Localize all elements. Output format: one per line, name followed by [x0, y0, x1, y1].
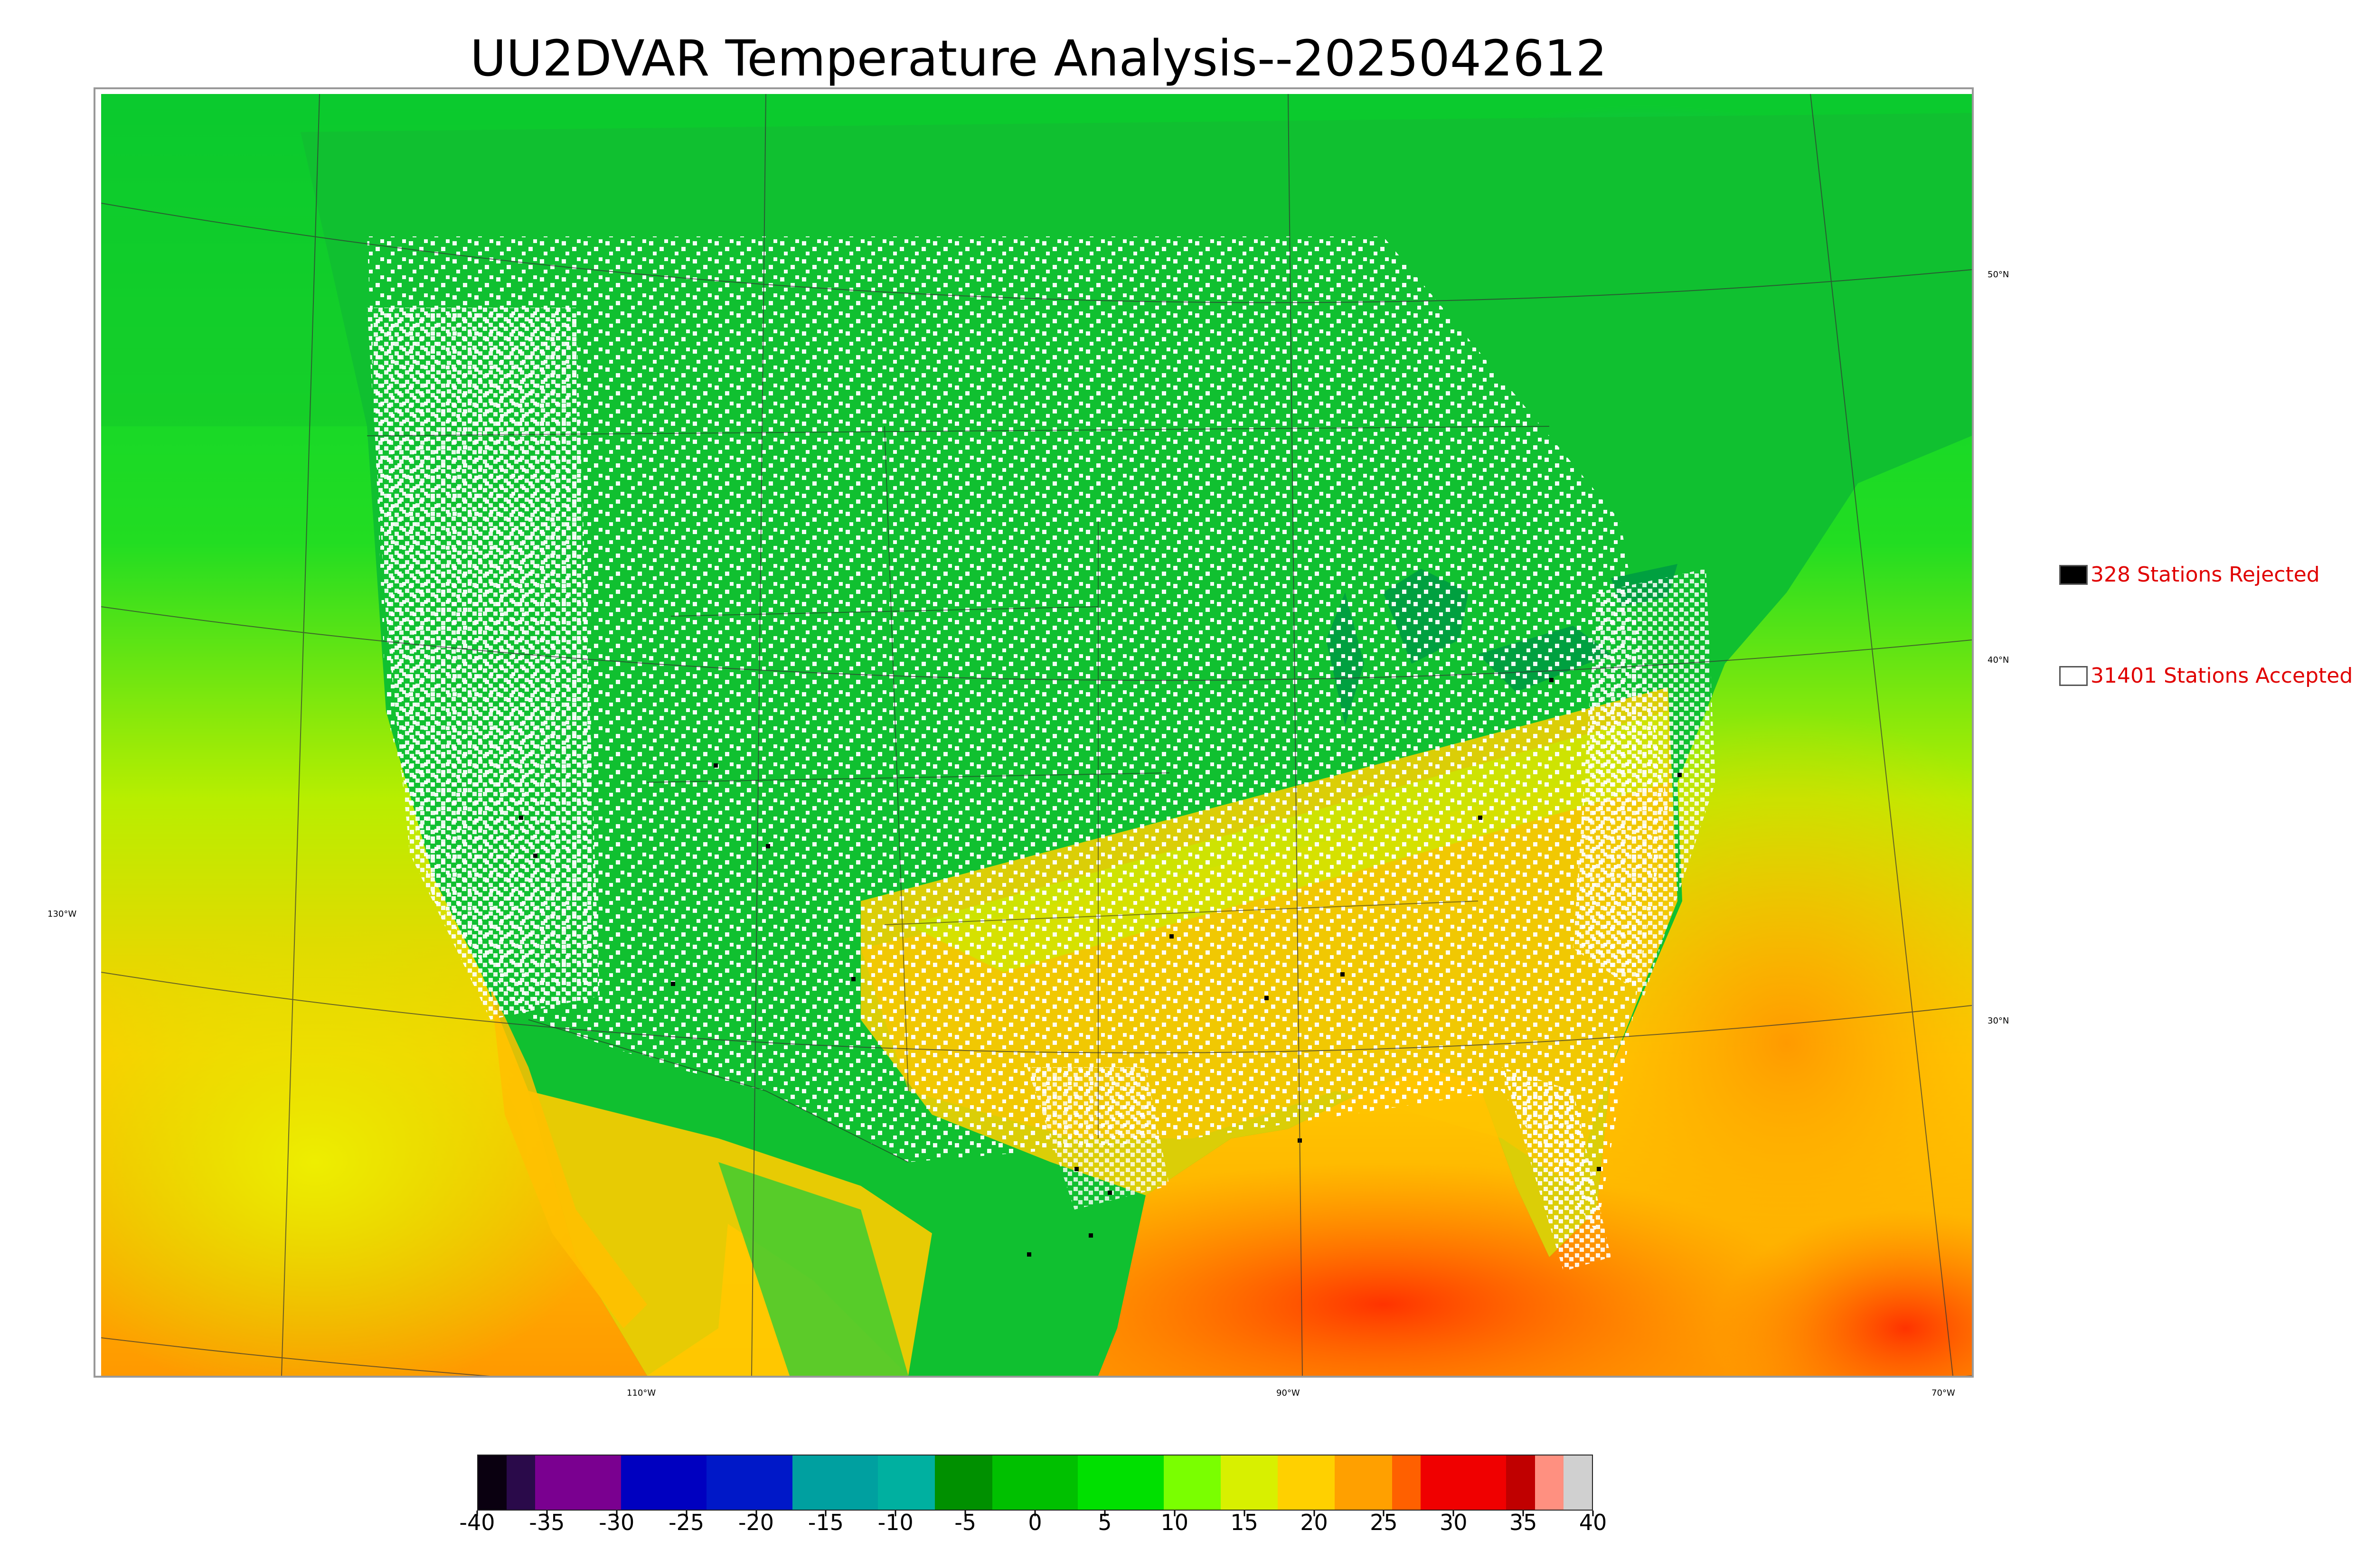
lon-110-label: 110°W: [627, 1388, 656, 1398]
colorbar-tick-label: 20: [1300, 1510, 1328, 1535]
colorbar-tickmark: [1104, 1511, 1106, 1516]
colorbar-segment: [1220, 1455, 1278, 1510]
colorbar-segment: [478, 1455, 507, 1510]
lon-90-label: 90°W: [1276, 1388, 1300, 1398]
colorbar-tickmark: [1034, 1511, 1036, 1516]
colorbar-tickmark: [1244, 1511, 1245, 1516]
colorbar-tickmark: [686, 1511, 688, 1516]
colorbar-segment: [507, 1455, 536, 1510]
colorbar-tickmark: [1452, 1511, 1454, 1516]
temperature-map: [101, 94, 1972, 1376]
colorbar-segment: [1535, 1455, 1564, 1510]
colorbar-tickmark: [1592, 1511, 1594, 1516]
temperature-colorbar: [477, 1455, 1593, 1511]
lon-130-label: 130°W: [47, 909, 77, 919]
colorbar-tick-label: 15: [1230, 1510, 1258, 1535]
colorbar-tick-label: 10: [1160, 1510, 1189, 1535]
colorbar-tickmark: [1522, 1511, 1524, 1516]
colorbar-tick-label: -5: [954, 1510, 977, 1535]
colorbar-tick-label: -15: [808, 1510, 844, 1535]
colorbar-tick-label: -30: [599, 1510, 635, 1535]
legend-accepted: 31401 Stations Accepted: [2059, 664, 2353, 688]
colorbar-segment: [935, 1455, 992, 1510]
colorbar-tickmark: [755, 1511, 757, 1516]
accepted-label: 31401 Stations Accepted: [2091, 664, 2353, 688]
colorbar-segment: [707, 1455, 792, 1510]
accepted-swatch: [2059, 666, 2088, 686]
colorbar-tickmark: [895, 1511, 896, 1516]
colorbar-tick-label: -10: [877, 1510, 914, 1535]
colorbar-tickmark: [964, 1511, 966, 1516]
lat-40-label: 40°N: [1988, 655, 2009, 665]
colorbar-segment: [1563, 1455, 1592, 1510]
colorbar-tickmark: [825, 1511, 827, 1516]
colorbar-tick-label: 40: [1579, 1510, 1607, 1535]
colorbar-segment: [1392, 1455, 1421, 1510]
colorbar-tick-label: 5: [1098, 1510, 1112, 1535]
colorbar-tickmark: [1313, 1511, 1315, 1516]
colorbar-tick-label: 35: [1509, 1510, 1537, 1535]
lat-30-label: 30°N: [1988, 1016, 2009, 1026]
colorbar-tick-label: -40: [459, 1510, 495, 1535]
colorbar-tickmark: [1174, 1511, 1176, 1516]
colorbar-segment: [878, 1455, 935, 1510]
colorbar-tick-label: -25: [669, 1510, 705, 1535]
colorbar-tick-label: -35: [529, 1510, 565, 1535]
colorbar-tickmark: [1383, 1511, 1385, 1516]
lat-50-label: 50°N: [1988, 270, 2009, 280]
colorbar-segment: [1420, 1455, 1507, 1510]
colorbar-tick-label: 30: [1439, 1510, 1468, 1535]
colorbar-segment: [792, 1455, 878, 1510]
colorbar-tick-label: -20: [738, 1510, 774, 1535]
figure-title: UU2DVAR Temperature Analysis--2025042612: [470, 29, 1607, 87]
rejected-swatch: [2059, 564, 2088, 585]
lon-70-label: 70°W: [1931, 1388, 1955, 1398]
colorbar-tickmark: [616, 1511, 618, 1516]
colorbar-segment: [535, 1455, 621, 1510]
colorbar-segment: [1335, 1455, 1392, 1510]
colorbar-segment: [1163, 1455, 1221, 1510]
legend-rejected: 328 Stations Rejected: [2059, 563, 2320, 587]
colorbar-segment: [1278, 1455, 1335, 1510]
colorbar-tickmark: [476, 1511, 478, 1516]
colorbar-tick-label: 0: [1028, 1510, 1042, 1535]
colorbar-segment: [1078, 1455, 1164, 1510]
colorbar-segment: [992, 1455, 1078, 1510]
colorbar-tickmark: [546, 1511, 548, 1516]
colorbar-segment: [1506, 1455, 1535, 1510]
rejected-label: 328 Stations Rejected: [2091, 563, 2320, 587]
colorbar-segment: [621, 1455, 707, 1510]
colorbar-tick-label: 25: [1370, 1510, 1398, 1535]
